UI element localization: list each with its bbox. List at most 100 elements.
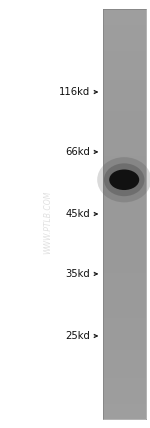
Bar (103, 124, 146, 125)
Bar (103, 89, 146, 91)
Bar (103, 348, 146, 350)
Bar (103, 393, 146, 395)
Bar (103, 311, 146, 312)
Bar (103, 378, 146, 380)
Bar (103, 128, 146, 129)
Bar (103, 239, 146, 240)
Bar (103, 240, 146, 241)
Bar (103, 241, 146, 243)
Bar (103, 40, 146, 42)
Bar (103, 285, 146, 287)
Bar (103, 199, 146, 200)
Bar (103, 129, 146, 131)
Bar (103, 282, 146, 284)
Bar (103, 213, 146, 214)
Bar (103, 167, 146, 169)
Bar (103, 151, 146, 152)
Bar (103, 133, 146, 134)
Bar (103, 336, 146, 337)
Bar (103, 96, 146, 98)
Bar (103, 109, 146, 110)
Bar (103, 359, 146, 360)
Bar (103, 132, 146, 133)
Text: 116kd: 116kd (59, 87, 90, 97)
Bar (103, 399, 146, 400)
Bar (103, 297, 146, 299)
Bar (103, 295, 146, 296)
Bar (103, 61, 146, 62)
Bar (103, 303, 146, 304)
Bar (103, 191, 146, 192)
Bar (103, 396, 146, 398)
Bar (103, 322, 146, 324)
Bar (103, 106, 146, 107)
Bar (103, 255, 146, 256)
Bar (103, 411, 146, 413)
Bar (103, 208, 146, 210)
Bar (103, 337, 146, 339)
Bar (103, 117, 146, 118)
Bar (103, 228, 146, 229)
Bar (103, 265, 146, 266)
Bar (103, 233, 146, 235)
Bar (103, 157, 146, 158)
Bar (103, 214, 146, 215)
Bar (103, 162, 146, 163)
Bar (103, 83, 146, 84)
Bar (103, 251, 146, 253)
Bar (103, 48, 146, 50)
Bar (103, 230, 146, 232)
Bar (103, 310, 146, 311)
Bar (103, 222, 146, 223)
Bar (103, 418, 146, 419)
Bar (103, 300, 146, 302)
Bar (103, 307, 146, 309)
Bar (103, 291, 146, 292)
Bar (103, 200, 146, 202)
Ellipse shape (104, 163, 144, 196)
Bar (103, 202, 146, 203)
Bar (103, 321, 146, 322)
Bar (103, 86, 146, 88)
Bar (103, 134, 146, 136)
Bar (103, 407, 146, 408)
Bar (103, 175, 146, 177)
Bar (103, 258, 146, 259)
Bar (103, 329, 146, 330)
Bar (103, 229, 146, 230)
Text: 25kd: 25kd (65, 331, 90, 341)
Bar (103, 273, 146, 274)
Bar (103, 365, 146, 366)
Bar (103, 88, 146, 89)
Bar (103, 206, 146, 207)
Bar (103, 35, 146, 36)
Bar (103, 274, 146, 276)
Bar (103, 215, 146, 217)
Bar (103, 312, 146, 314)
Bar (103, 158, 146, 159)
Bar (103, 66, 146, 68)
Ellipse shape (109, 169, 139, 190)
Bar (103, 362, 146, 363)
Bar (103, 17, 146, 18)
Bar (103, 150, 146, 151)
Bar (103, 413, 146, 414)
Bar (103, 277, 146, 278)
Bar (103, 236, 146, 237)
Bar (103, 103, 146, 104)
Bar (103, 11, 146, 13)
Bar (103, 352, 146, 354)
Bar (103, 383, 146, 384)
Bar (103, 93, 146, 95)
Bar (103, 210, 146, 211)
Bar (103, 207, 146, 208)
Bar (103, 287, 146, 288)
Bar (103, 122, 146, 124)
Bar (103, 42, 146, 43)
Bar (103, 147, 146, 148)
Bar (103, 253, 146, 254)
Bar (103, 330, 146, 332)
Bar (103, 269, 146, 270)
Bar (103, 159, 146, 160)
Bar (103, 68, 146, 69)
